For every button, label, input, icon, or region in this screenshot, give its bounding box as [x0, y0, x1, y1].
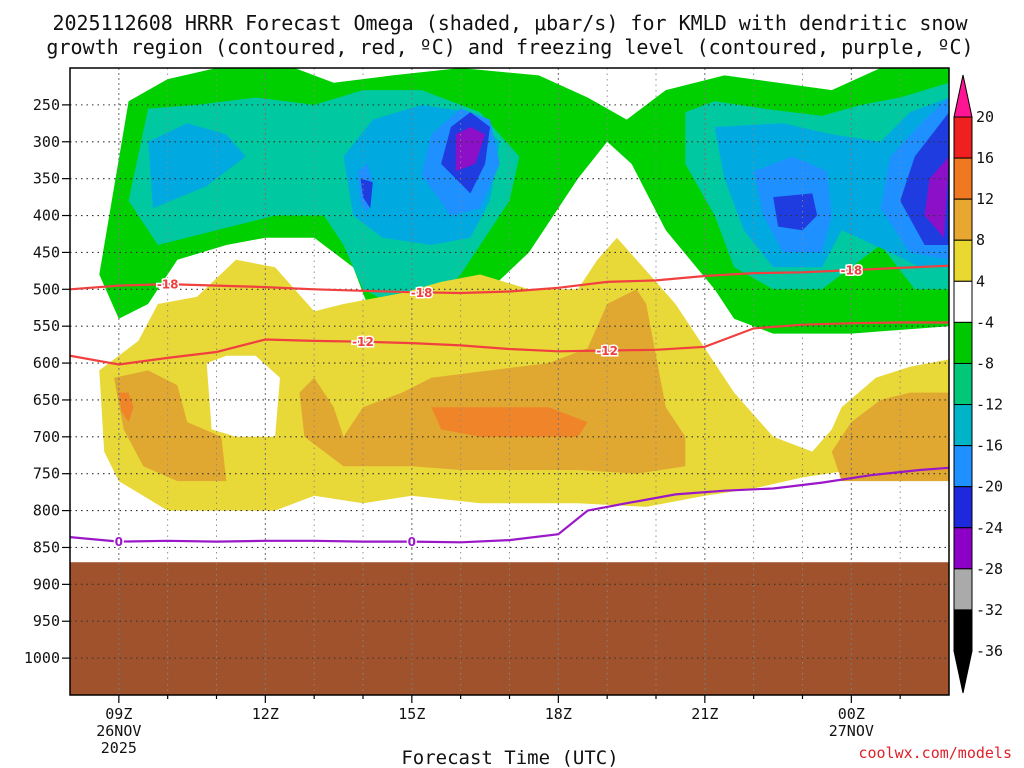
colorbar-label--32: -32: [976, 601, 1003, 619]
omega-region-12-0: [118, 392, 134, 423]
colorbar-segment-8: [953, 445, 973, 488]
y-tick-label-550: 550: [33, 317, 60, 335]
colorbar-bottom-arrow: [953, 650, 973, 694]
temperature-contours: -18 -18 -18 -12 -12 0 0: [70, 262, 949, 551]
omega-region--16-0: [148, 123, 246, 209]
y-axis-pressure: 250 300 350 400 450 500 550 600 650 700 750 800 850 9…: [24, 96, 70, 667]
y-tick-label-1000: 1000: [24, 649, 60, 667]
freezing-label-0-0: 0: [115, 535, 123, 549]
x-tick-label-00Z: 00Z: [838, 705, 865, 723]
colorbar-label-20: 20: [976, 108, 994, 126]
freezing-line-0: [70, 466, 949, 544]
dgz-line--12: [70, 321, 949, 366]
x-tick-label-21Z: 21Z: [691, 705, 718, 723]
colorbar-segment-10: [953, 527, 973, 570]
dgz-label--18-0: -18: [157, 278, 179, 292]
x-tick-label-18Z: 18Z: [545, 705, 572, 723]
omega-region--24-2: [773, 193, 818, 231]
credit-text: coolwx.com/models: [858, 744, 1012, 762]
colorbar-label-8: 8: [976, 231, 985, 249]
colorbar-label-4: 4: [976, 272, 985, 290]
dgz-line--18: [70, 264, 949, 295]
dgz-label--18-1: -18: [411, 286, 433, 300]
omega-region--24-0: [360, 178, 373, 209]
colorbar-segment-1: [953, 157, 973, 200]
colorbar-label--12: -12: [976, 396, 1003, 414]
colorbar-label--4: -4: [976, 313, 994, 331]
colorbar-segment-12: [953, 609, 973, 652]
x-tick-date-00Z: 27NOV: [829, 722, 874, 740]
colorbar-segment-3: [953, 239, 973, 282]
omega-region-8-0: [114, 370, 227, 482]
y-tick-label-500: 500: [33, 280, 60, 298]
x-axis-label: Forecast Time (UTC): [401, 747, 618, 768]
dgz-label--18-2: -18: [840, 264, 862, 278]
colorbar-segment-11: [953, 568, 973, 611]
x-tick-label-12Z: 12Z: [252, 705, 279, 723]
colorbar-legend: 20 16 12 8 4 -4 -8 -12 -16 -20 -24 -28 -32 -36: [953, 74, 1003, 694]
omega-region-12-1: [431, 407, 588, 437]
y-tick-label-750: 750: [33, 465, 60, 483]
colorbar-label--24: -24: [976, 519, 1003, 537]
y-tick-label-650: 650: [33, 391, 60, 409]
colorbar-segment-9: [953, 486, 973, 529]
y-tick-label-450: 450: [33, 243, 60, 261]
freezing-label-0-1: 0: [408, 535, 416, 549]
colorbar-label-12: 12: [976, 190, 994, 208]
omega-hole-0: [206, 355, 280, 437]
colorbar-segment-4: [953, 280, 973, 323]
colorbar-label--20: -20: [976, 478, 1003, 496]
y-tick-label-250: 250: [33, 96, 60, 114]
ground-below-surface: [70, 562, 949, 695]
x-tick-year-09Z: 2025: [101, 739, 137, 757]
colorbar-label--8: -8: [976, 354, 994, 372]
y-tick-label-900: 900: [33, 575, 60, 593]
colorbar-segment-2: [953, 198, 973, 241]
colorbar-top-arrow: [953, 74, 973, 118]
colorbar-label--28: -28: [976, 560, 1003, 578]
omega-shading: [70, 68, 949, 695]
y-tick-label-800: 800: [33, 502, 60, 520]
omega-region-8-1: [299, 289, 686, 474]
x-tick-label-15Z: 15Z: [398, 705, 425, 723]
y-tick-label-950: 950: [33, 612, 60, 630]
dgz-label--12-0: -12: [352, 335, 374, 349]
colorbar-label-16: 16: [976, 149, 994, 167]
y-tick-label-700: 700: [33, 428, 60, 446]
colorbar-label--36: -36: [976, 642, 1003, 660]
y-tick-label-300: 300: [33, 133, 60, 151]
colorbar-segment-0: [953, 116, 973, 159]
omega-region--28-1: [924, 156, 949, 238]
y-tick-label-400: 400: [33, 207, 60, 225]
x-tick-label-09Z: 09Z: [105, 705, 132, 723]
chart-title-line-1: 2025112608 HRRR Forecast Omega (shaded, …: [52, 11, 968, 35]
dgz-label--12-1: -12: [596, 344, 618, 358]
chart-title-line-2: growth region (contoured, red, ºC) and f…: [46, 35, 973, 59]
y-tick-label-600: 600: [33, 354, 60, 372]
y-tick-label-850: 850: [33, 538, 60, 556]
omega-region--28-0: [455, 127, 486, 172]
grid-lines: [70, 68, 949, 695]
colorbar-segment-5: [953, 321, 973, 364]
x-tick-date-09Z: 26NOV: [96, 722, 141, 740]
y-tick-label-350: 350: [33, 170, 60, 188]
colorbar-segment-6: [953, 362, 973, 406]
colorbar-label--16: -16: [976, 437, 1003, 455]
colorbar-segment-7: [953, 404, 973, 447]
